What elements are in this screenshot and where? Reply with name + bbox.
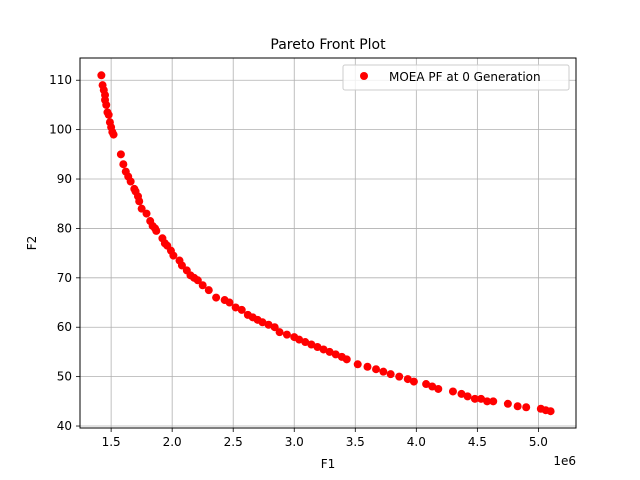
x-tick-label: 4.0 xyxy=(407,435,426,449)
data-point xyxy=(428,382,437,391)
y-tick-label: 80 xyxy=(57,221,72,235)
data-point xyxy=(434,384,443,393)
grid-lines xyxy=(80,58,576,428)
data-point xyxy=(319,345,328,354)
data-point xyxy=(422,380,431,389)
y-tick-label: 100 xyxy=(49,123,72,137)
data-point xyxy=(152,226,161,235)
data-point xyxy=(116,150,125,159)
x-axis-offset-label: 1e6 xyxy=(553,454,576,468)
legend-marker xyxy=(360,72,368,80)
x-tick-label: 2.0 xyxy=(163,435,182,449)
data-point xyxy=(395,372,404,381)
data-point xyxy=(264,320,273,329)
data-point xyxy=(282,330,291,339)
data-point xyxy=(457,389,466,398)
legend-label: MOEA PF at 0 Generation xyxy=(389,70,541,84)
data-point xyxy=(198,281,207,290)
data-point xyxy=(204,286,213,295)
data-points xyxy=(97,71,555,416)
data-point xyxy=(275,328,284,337)
y-tick-label: 90 xyxy=(57,172,72,186)
data-point xyxy=(258,318,267,327)
x-tick-label: 5.0 xyxy=(529,435,548,449)
data-point xyxy=(386,370,395,379)
data-point xyxy=(363,362,372,371)
plot-frame xyxy=(79,57,577,429)
data-point xyxy=(409,377,418,386)
x-tick-label: 1.5 xyxy=(102,435,121,449)
data-point xyxy=(513,402,522,411)
data-point xyxy=(522,403,531,412)
data-point xyxy=(546,407,555,416)
data-point xyxy=(313,342,322,351)
data-point xyxy=(102,100,111,109)
data-point xyxy=(169,251,178,260)
data-point xyxy=(225,298,234,307)
data-point xyxy=(331,350,340,359)
data-point xyxy=(403,375,412,384)
legend-box xyxy=(342,64,570,91)
data-point xyxy=(137,204,146,213)
data-point xyxy=(325,347,334,356)
x-axis-label: F1 xyxy=(321,457,336,471)
y-tick-label: 110 xyxy=(49,73,72,87)
data-point xyxy=(237,305,246,314)
data-point xyxy=(463,392,472,401)
data-point xyxy=(470,394,479,403)
x-tick-label: 3.5 xyxy=(346,435,365,449)
data-point xyxy=(212,293,221,302)
x-tick-label: 2.5 xyxy=(224,435,243,449)
data-point xyxy=(372,365,381,374)
legend: MOEA PF at 0 Generation xyxy=(342,64,570,91)
y-tick-label: 70 xyxy=(57,271,72,285)
data-point xyxy=(483,397,492,406)
data-point xyxy=(177,261,186,270)
data-point xyxy=(307,340,316,349)
x-tick-label: 4.5 xyxy=(468,435,487,449)
data-point xyxy=(109,130,118,139)
y-axis-label: F2 xyxy=(25,236,39,251)
data-point xyxy=(97,71,106,80)
data-point xyxy=(477,394,486,403)
x-tick-label: 3.0 xyxy=(285,435,304,449)
data-point xyxy=(489,397,498,406)
data-point xyxy=(353,360,362,369)
data-point xyxy=(104,110,113,119)
data-point xyxy=(301,338,310,347)
data-point xyxy=(135,197,144,206)
data-point xyxy=(142,209,151,218)
data-point xyxy=(126,177,135,186)
y-tick-label: 60 xyxy=(57,320,72,334)
data-point xyxy=(119,160,128,169)
y-tick-label: 50 xyxy=(57,370,72,384)
y-tick-label: 40 xyxy=(57,419,72,433)
data-point xyxy=(295,335,304,344)
axis-ticks: 1.5 2.0 2.5 3.0 3.5 4.0 4.5 5.0 40 50 60 70 80 90 100 1… xyxy=(49,73,548,449)
data-point xyxy=(270,323,279,332)
data-point xyxy=(379,367,388,376)
data-point xyxy=(342,355,351,364)
data-point xyxy=(231,303,240,312)
chart-title: Pareto Front Plot xyxy=(270,37,386,53)
data-point xyxy=(448,387,457,396)
data-point xyxy=(193,276,202,285)
data-point xyxy=(503,399,512,408)
